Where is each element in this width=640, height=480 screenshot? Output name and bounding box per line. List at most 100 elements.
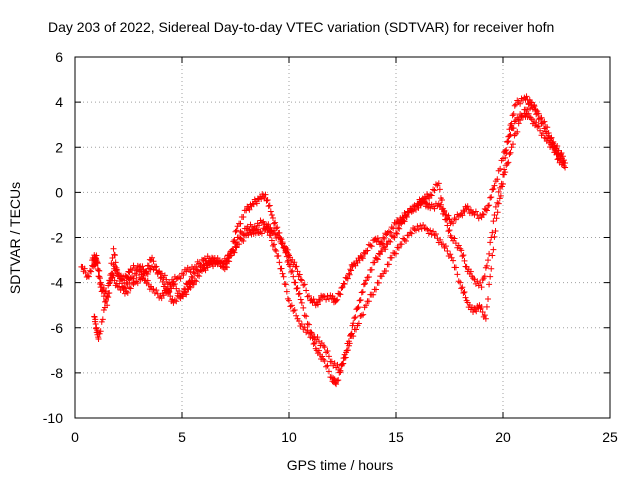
- data-point: [334, 361, 341, 368]
- data-point: [297, 276, 304, 283]
- data-point: [278, 265, 285, 272]
- data-point: [379, 240, 386, 247]
- data-point: [187, 284, 194, 291]
- data-point: [431, 232, 438, 239]
- data-point: [505, 159, 512, 166]
- data-point: [314, 301, 321, 308]
- data-point: [396, 225, 403, 232]
- data-point: [482, 315, 489, 322]
- data-point: [477, 279, 484, 286]
- data-point: [457, 279, 464, 286]
- data-point: [288, 302, 295, 309]
- data-point: [323, 349, 330, 356]
- data-point: [436, 186, 443, 193]
- data-point: [289, 267, 296, 274]
- data-point: [368, 243, 375, 250]
- data-point: [497, 192, 504, 199]
- data-point: [408, 206, 415, 213]
- data-point: [130, 275, 137, 282]
- data-point: [358, 312, 365, 319]
- data-point: [353, 326, 360, 333]
- data-point: [508, 144, 515, 151]
- data-point: [485, 296, 492, 303]
- data-point: [428, 192, 435, 199]
- data-point: [321, 344, 328, 351]
- data-point: [171, 297, 178, 304]
- data-point: [166, 289, 173, 296]
- data-point: [227, 248, 234, 255]
- y-tick-label: 4: [55, 94, 63, 110]
- data-point: [424, 226, 431, 233]
- data-point: [303, 313, 310, 320]
- data-point: [176, 293, 183, 300]
- data-point: [445, 212, 452, 219]
- data-point: [548, 134, 555, 141]
- data-point: [263, 224, 270, 231]
- data-point: [533, 119, 540, 126]
- data-point: [535, 110, 542, 117]
- data-point: [100, 307, 107, 314]
- data-point: [285, 257, 292, 264]
- data-point: [101, 304, 108, 311]
- data-point: [279, 239, 286, 246]
- data-point: [403, 214, 410, 221]
- data-point: [187, 268, 194, 275]
- data-point: [233, 227, 240, 234]
- data-point: [310, 340, 317, 347]
- data-point: [108, 260, 115, 267]
- data-point: [153, 267, 160, 274]
- data-point: [304, 293, 311, 300]
- y-tick-label: -10: [43, 410, 63, 426]
- data-point: [151, 290, 158, 297]
- data-point: [554, 143, 561, 150]
- data-point: [301, 281, 308, 288]
- data-point: [387, 238, 394, 245]
- data-point: [101, 298, 108, 305]
- data-point: [486, 281, 493, 288]
- data-point: [96, 275, 103, 282]
- data-point: [402, 212, 409, 219]
- data-point: [509, 112, 516, 119]
- data-point: [431, 187, 438, 194]
- data-point: [418, 200, 425, 207]
- data-point: [193, 278, 200, 285]
- data-point: [292, 279, 299, 286]
- data-point: [394, 230, 401, 237]
- data-point: [323, 363, 330, 370]
- data-point: [501, 171, 508, 178]
- data-point: [140, 272, 147, 279]
- data-point: [381, 235, 388, 242]
- data-point: [305, 292, 312, 299]
- data-point: [267, 208, 274, 215]
- data-point: [343, 349, 350, 356]
- data-point: [514, 128, 521, 135]
- data-point: [276, 229, 283, 236]
- data-point: [266, 202, 273, 209]
- data-point: [161, 272, 168, 279]
- data-point: [479, 210, 486, 217]
- data-point: [233, 244, 240, 251]
- data-point: [388, 224, 395, 231]
- data-point: [287, 303, 294, 310]
- data-point: [545, 129, 552, 136]
- data-point: [435, 180, 442, 187]
- data-point: [196, 273, 203, 280]
- data-point: [454, 271, 461, 278]
- data-point: [133, 271, 140, 278]
- data-point: [492, 203, 499, 210]
- data-point: [186, 283, 193, 290]
- data-point: [507, 149, 514, 156]
- data-point: [320, 342, 327, 349]
- data-point: [167, 281, 174, 288]
- data-point: [393, 250, 399, 257]
- data-point: [482, 206, 489, 213]
- data-point: [507, 122, 514, 129]
- data-point: [253, 225, 260, 232]
- data-point: [371, 259, 378, 266]
- data-point: [355, 320, 362, 327]
- data-point: [267, 232, 274, 239]
- data-point: [365, 298, 372, 305]
- data-point: [274, 224, 281, 231]
- data-point: [287, 263, 294, 270]
